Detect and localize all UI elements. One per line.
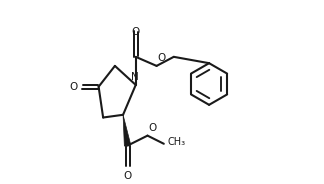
Text: O: O bbox=[132, 27, 140, 37]
Text: O: O bbox=[157, 53, 166, 63]
Text: O: O bbox=[70, 82, 78, 92]
Text: N: N bbox=[131, 72, 139, 82]
Polygon shape bbox=[123, 115, 131, 146]
Text: O: O bbox=[148, 123, 157, 133]
Text: O: O bbox=[123, 171, 132, 181]
Text: CH₃: CH₃ bbox=[167, 137, 185, 147]
